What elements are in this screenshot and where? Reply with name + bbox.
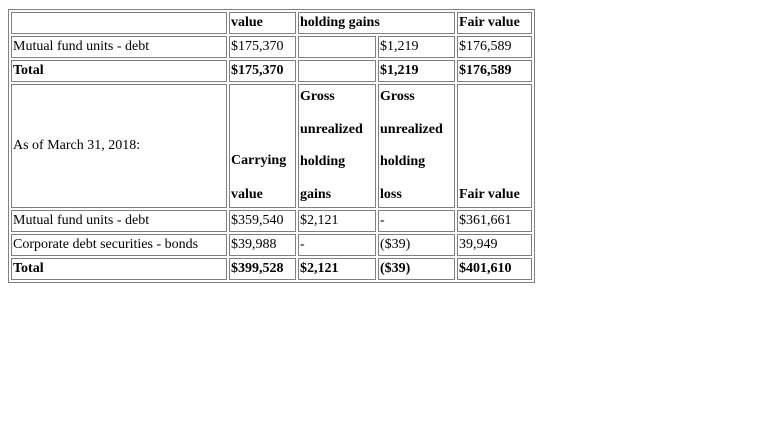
header-fair-value: Fair value xyxy=(457,12,532,34)
table-row: Mutual fund units - debt $175,370 $1,219… xyxy=(11,36,532,58)
header-carrying-value: value xyxy=(229,12,296,34)
header-unrealized-gains: holding gains xyxy=(298,12,455,34)
header-line: Fair value xyxy=(459,187,520,202)
carrying-value-cell: $399,528 xyxy=(229,258,296,280)
row-label: Total xyxy=(11,258,227,280)
gains-cell xyxy=(298,60,376,82)
row-label: Total xyxy=(11,60,227,82)
fair-value-cell: $361,661 xyxy=(457,210,532,232)
loss-cell: $1,219 xyxy=(378,36,455,58)
fair-value-cell: $176,589 xyxy=(457,60,532,82)
carrying-value-cell: $175,370 xyxy=(229,60,296,82)
header-line: holding xyxy=(380,154,426,170)
row-label: Mutual fund units - debt xyxy=(11,36,227,58)
fair-value-table: value holding gains Fair value Mutual fu… xyxy=(8,9,535,283)
header-carrying-value: Carrying value xyxy=(229,84,296,208)
section2-header-row: As of March 31, 2018: Carrying value Gro… xyxy=(11,84,532,208)
loss-cell: - xyxy=(378,210,455,232)
gains-cell: $2,121 xyxy=(298,210,376,232)
carrying-value-cell: $175,370 xyxy=(229,36,296,58)
gains-cell: - xyxy=(298,234,376,256)
row-label: Corporate debt securities - bonds xyxy=(11,234,227,256)
gains-cell: $2,121 xyxy=(298,258,376,280)
header-line: Gross xyxy=(380,89,415,104)
table-row: Mutual fund units - debt $359,540 $2,121… xyxy=(11,210,532,232)
loss-cell: ($39) xyxy=(378,234,455,256)
header-blank-cell xyxy=(11,12,227,34)
row-label: Mutual fund units - debt xyxy=(11,210,227,232)
table-row: Corporate debt securities - bonds $39,98… xyxy=(11,234,532,256)
header-line: holding xyxy=(300,154,346,170)
header-fair-value: Fair value xyxy=(457,84,532,208)
header-line: unrealized xyxy=(300,121,363,137)
period-label: As of March 31, 2018: xyxy=(11,84,227,208)
header-line: Carrying xyxy=(231,153,287,168)
loss-cell: $1,219 xyxy=(378,60,455,82)
fair-value-cell: $176,589 xyxy=(457,36,532,58)
header-line: unrealized xyxy=(380,121,443,137)
section1-header-row: value holding gains Fair value xyxy=(11,12,532,34)
fair-value-cell: 39,949 xyxy=(457,234,532,256)
header-line: Gross xyxy=(300,89,335,104)
fair-value-cell: $401,610 xyxy=(457,258,532,280)
header-line: gains xyxy=(300,186,332,202)
header-gross-unrealized-loss: Gross unrealized holding loss xyxy=(378,84,455,208)
gains-cell xyxy=(298,36,376,58)
header-line: value xyxy=(231,187,263,202)
loss-cell: ($39) xyxy=(378,258,455,280)
carrying-value-cell: $359,540 xyxy=(229,210,296,232)
header-line: loss xyxy=(380,186,402,202)
header-gross-unrealized-gains: Gross unrealized holding gains xyxy=(298,84,376,208)
carrying-value-cell: $39,988 xyxy=(229,234,296,256)
total-row: Total $175,370 $1,219 $176,589 xyxy=(11,60,532,82)
total-row: Total $399,528 $2,121 ($39) $401,610 xyxy=(11,258,532,280)
